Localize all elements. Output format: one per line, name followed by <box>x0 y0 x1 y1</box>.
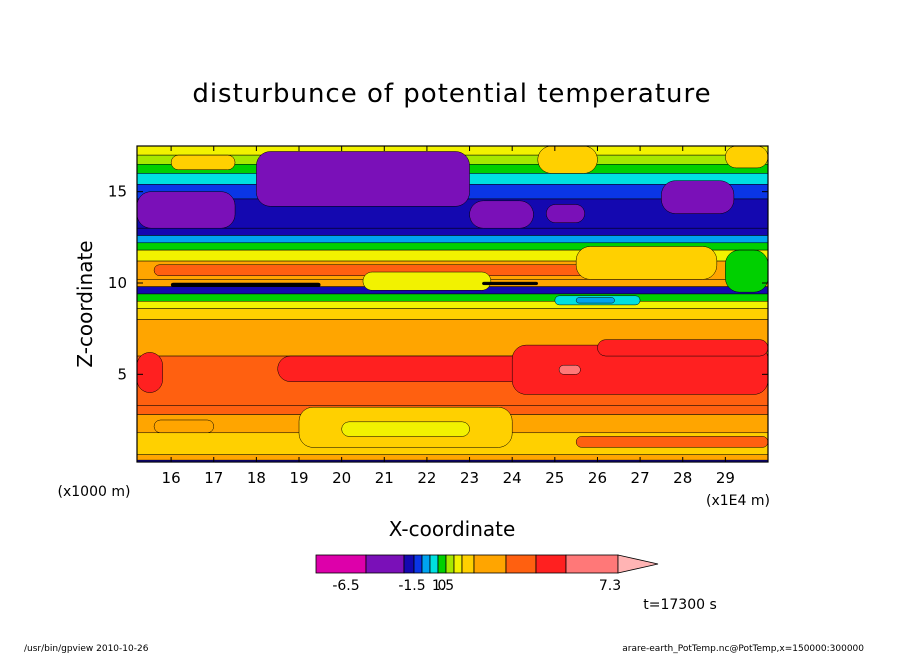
contour-region <box>546 204 585 223</box>
x-tick-label: 26 <box>588 469 607 487</box>
x-axis-label: X-coordinate <box>389 517 516 541</box>
contour-region <box>341 421 470 437</box>
contour-region <box>137 191 236 229</box>
contour-region <box>256 151 470 207</box>
colorbar-segment <box>453 554 463 574</box>
x-tick-label: 19 <box>289 469 308 487</box>
colorbar-segment <box>505 554 537 574</box>
x-tick-label: 24 <box>503 469 522 487</box>
contour-region <box>597 339 768 357</box>
plot-area <box>137 146 768 462</box>
contour-region <box>170 282 321 287</box>
contour-region <box>170 154 236 170</box>
colorbar-segment <box>445 554 455 574</box>
footer-left: /usr/bin/gpview 2010-10-26 <box>24 644 149 654</box>
contour-band <box>137 301 768 309</box>
colorbar-tick-label: 7.3 <box>599 578 621 594</box>
colorbar-tick-label: -1.5 <box>398 578 425 594</box>
contour-band <box>137 293 768 302</box>
x-tick-label: 22 <box>417 469 436 487</box>
y-tick-label: 15 <box>108 183 127 201</box>
footer-right: arare-earth_PotTemp.nc@PotTemp,x=150000:… <box>622 644 864 654</box>
contour-band <box>137 235 768 244</box>
colorbar-segment <box>565 554 619 574</box>
y-axis-label: Z-coordinate <box>73 240 97 367</box>
colorbar-segment <box>315 554 367 574</box>
x-unit-right-label: (x1E4 m) <box>706 493 770 509</box>
x-tick-label: 27 <box>631 469 650 487</box>
contour-band <box>137 454 768 461</box>
contour-region <box>725 249 768 293</box>
x-tick-label: 29 <box>716 469 735 487</box>
colorbar-segment <box>473 554 507 574</box>
colorbar-segment <box>461 554 475 574</box>
x-tick-label: 28 <box>673 469 692 487</box>
contour-region <box>153 419 214 434</box>
contour-region <box>575 246 718 280</box>
x-tick-label: 20 <box>332 469 351 487</box>
x-tick-label: 17 <box>204 469 223 487</box>
colorbar-tick-label: 0 <box>438 578 447 594</box>
y-axis-ticks: 5 10 15 <box>108 183 768 383</box>
time-label: t=17300 s <box>643 597 717 613</box>
x-tick-label: 21 <box>375 469 394 487</box>
contour-band <box>137 227 768 236</box>
colorbar-tick-label: 1.5 <box>432 578 454 594</box>
contour-region <box>537 146 598 174</box>
colorbar-extension-arrow <box>617 554 659 574</box>
colorbar-segment <box>437 554 447 574</box>
colorbar-segment <box>535 554 567 574</box>
colorbar: -6.5 -1.5 01.5 7.3 <box>315 554 659 594</box>
contour-region <box>575 436 768 448</box>
contour-band <box>137 308 768 320</box>
contour-region <box>661 180 735 214</box>
x-axis-ticks: 16 17 18 19 20 21 22 23 24 25 26 27 28 29 <box>162 146 735 487</box>
colorbar-segment <box>365 554 405 574</box>
x-tick-label: 16 <box>162 469 181 487</box>
contour-region <box>558 364 581 375</box>
colorbar-tick-label: -6.5 <box>332 578 359 594</box>
y-tick-label: 5 <box>117 365 127 383</box>
colorbar-segment <box>421 554 431 574</box>
colorbar-segment <box>413 554 423 574</box>
chart-title: disturbunce of potential temperature <box>192 79 711 109</box>
contour-region <box>482 281 539 286</box>
x-tick-label: 18 <box>247 469 266 487</box>
colorbar-segment <box>429 554 439 574</box>
contour-region <box>575 297 615 304</box>
y-tick-label: 10 <box>108 274 127 292</box>
x-tick-label: 25 <box>545 469 564 487</box>
plot-frame <box>136 145 769 463</box>
x-tick-label: 23 <box>460 469 479 487</box>
colorbar-segment <box>403 554 415 574</box>
x-unit-left-label: (x1000 m) <box>58 484 131 500</box>
contour-region <box>725 146 768 169</box>
contour-region <box>362 271 492 291</box>
contour-region <box>137 352 163 393</box>
contour-region <box>469 200 534 229</box>
